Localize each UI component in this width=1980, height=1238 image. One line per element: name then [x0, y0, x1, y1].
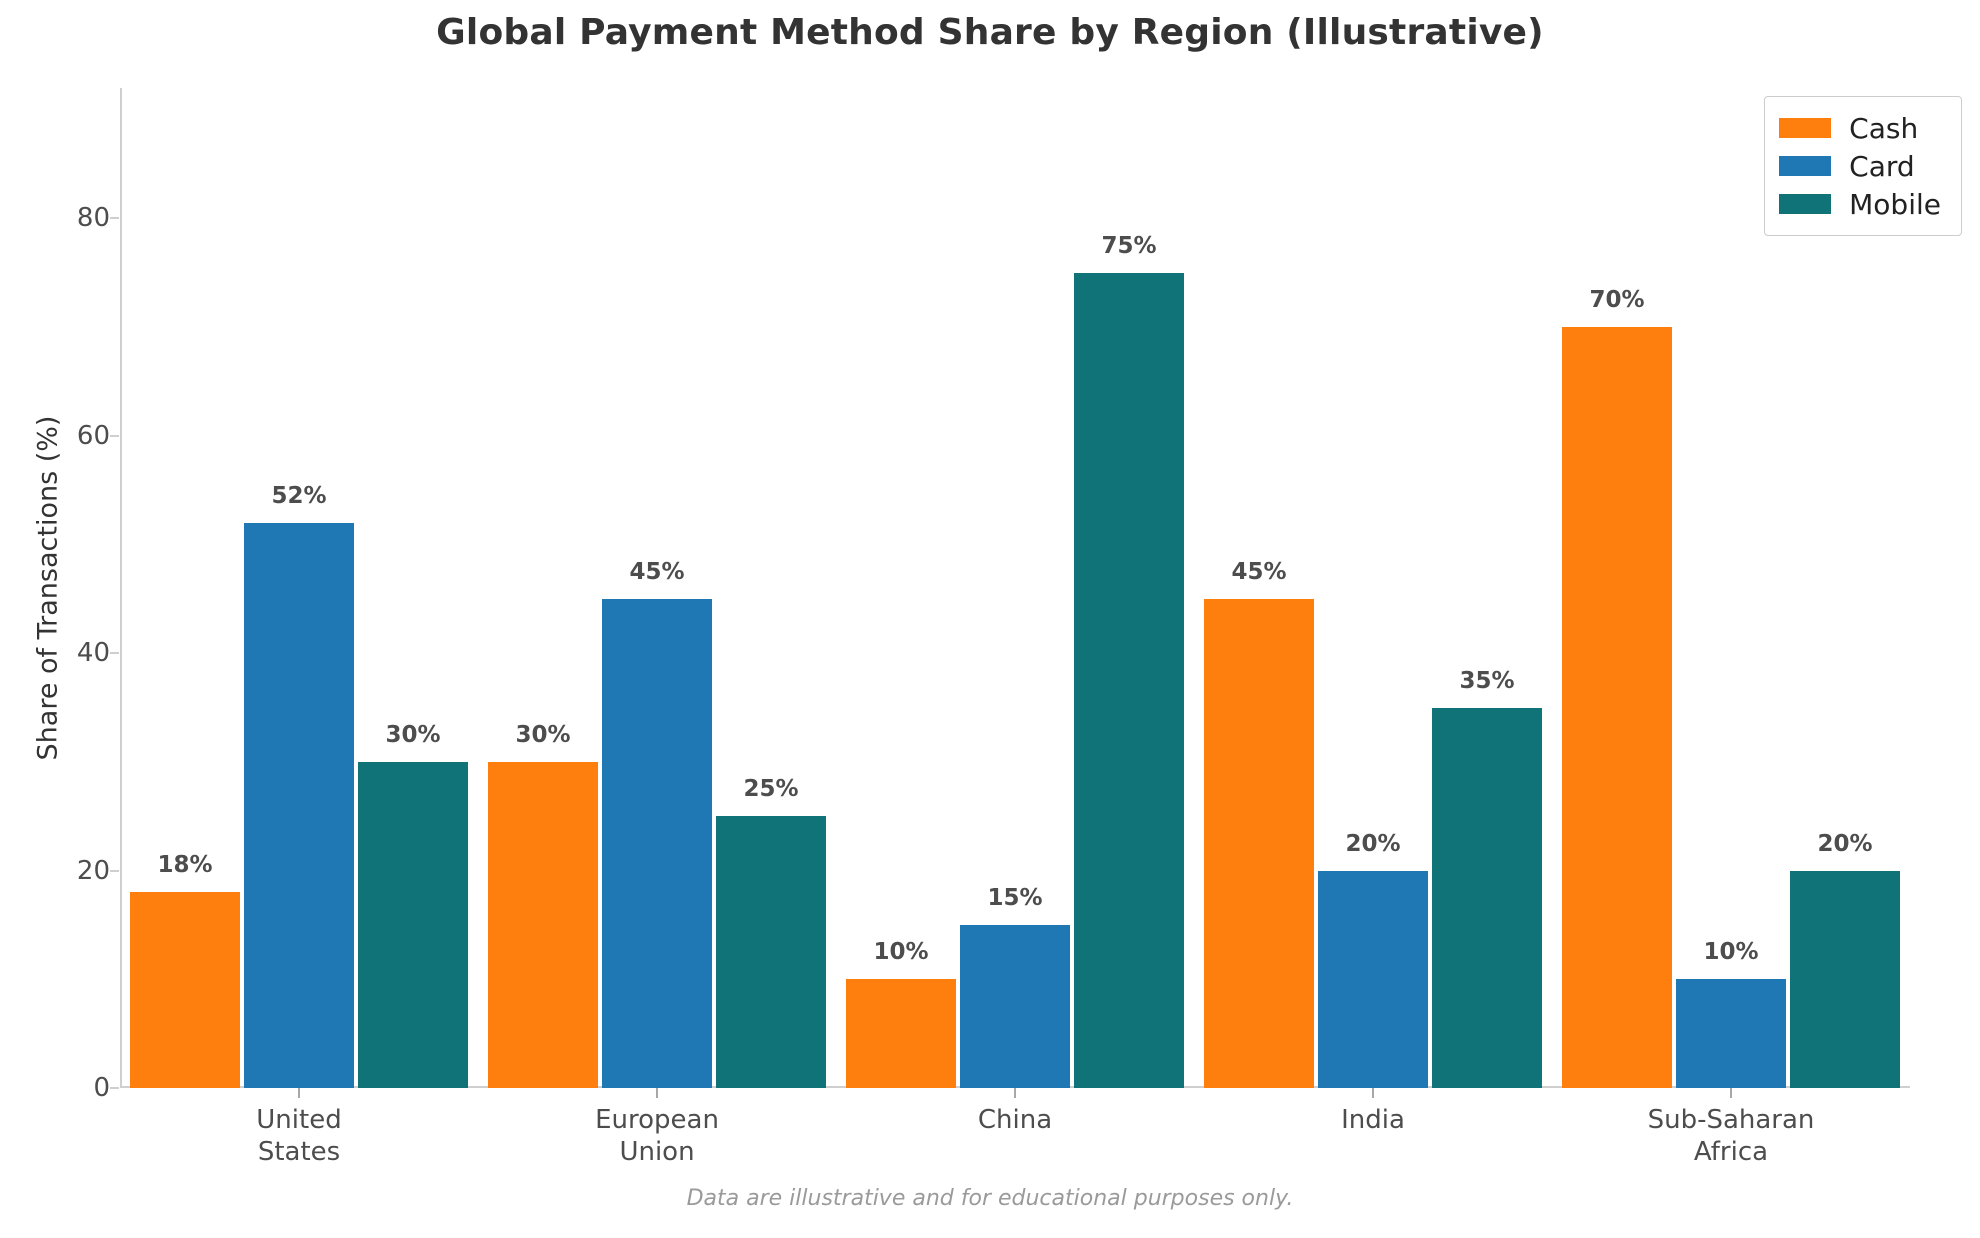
bar-rect[interactable]	[1432, 707, 1542, 1088]
bar-value-label: 25%	[743, 776, 799, 803]
y-tick-label: 80	[76, 203, 110, 234]
bar-value-label: 30%	[515, 721, 571, 748]
x-tick-label-line: Sub-Saharan	[1647, 1105, 1815, 1135]
legend-label: Cash	[1849, 111, 1919, 145]
bar-rect[interactable]	[488, 761, 598, 1088]
y-tick-label: 40	[76, 638, 110, 669]
bar-card-3[interactable]: 20%	[1318, 88, 1428, 1088]
y-tick-mark	[110, 217, 119, 220]
x-tick-mark	[1730, 1088, 1732, 1098]
bar-value-label: 10%	[1703, 939, 1759, 966]
bar-cash-2[interactable]: 10%	[846, 88, 956, 1088]
x-tick-label-line: Africa	[1693, 1137, 1769, 1168]
legend-swatch-icon	[1779, 156, 1832, 176]
x-tick-mark	[298, 1088, 300, 1098]
bar-rect[interactable]	[846, 979, 956, 1088]
legend-label: Mobile	[1849, 187, 1941, 221]
x-tick-label-line: China	[977, 1105, 1053, 1135]
x-tick-label-line: European	[595, 1105, 719, 1135]
bar-value-label: 70%	[1589, 287, 1645, 314]
x-tick-label-line: United	[256, 1105, 342, 1135]
y-tick-label: 20	[76, 855, 110, 886]
x-tick-label-line: States	[257, 1137, 341, 1168]
y-tick-mark	[110, 869, 119, 872]
bar-mobile-3[interactable]: 35%	[1432, 88, 1542, 1088]
chart-footnote: Data are illustrative and for educationa…	[686, 1186, 1294, 1211]
chart-legend[interactable]: Cash Card Mobile	[1764, 96, 1962, 236]
bar-value-label: 18%	[157, 852, 213, 879]
bar-card-0[interactable]: 52%	[244, 88, 354, 1088]
x-tick-label: European Union	[595, 1104, 719, 1168]
y-tick-mark	[110, 1087, 119, 1089]
x-tick-label-line: Union	[619, 1137, 695, 1168]
bar-cash-0[interactable]: 18%	[130, 88, 240, 1088]
bar-card-4[interactable]: 10%	[1676, 88, 1786, 1088]
chart-title: Global Payment Method Share by Region (I…	[436, 12, 1544, 53]
x-tick-label: China	[978, 1104, 1052, 1136]
legend-item-cash[interactable]: Cash	[1779, 109, 1941, 147]
bar-mobile-0[interactable]: 30%	[358, 88, 468, 1088]
bar-mobile-1[interactable]: 25%	[716, 88, 826, 1088]
bar-cash-4[interactable]: 70%	[1562, 88, 1672, 1088]
bar-rect[interactable]	[716, 816, 826, 1088]
bar-card-1[interactable]: 45%	[602, 88, 712, 1088]
bar-value-label: 20%	[1817, 830, 1873, 857]
bar-rect[interactable]	[1204, 598, 1314, 1088]
y-tick-label: 0	[93, 1073, 110, 1103]
x-tick-label: India	[1341, 1104, 1405, 1136]
x-tick-label-line: India	[1341, 1105, 1405, 1135]
y-axis-line	[120, 88, 122, 1088]
bar-mobile-4[interactable]: 20%	[1790, 88, 1900, 1088]
bar-value-label: 30%	[385, 721, 441, 748]
x-tick-mark	[656, 1088, 658, 1098]
x-tick-label: Sub-Saharan Africa	[1648, 1104, 1815, 1168]
x-tick-mark	[1372, 1088, 1374, 1098]
bar-rect[interactable]	[1318, 870, 1428, 1088]
bar-rect[interactable]	[358, 761, 468, 1088]
bar-card-2[interactable]: 15%	[960, 88, 1070, 1088]
bar-value-label: 45%	[629, 558, 685, 585]
bar-value-label: 35%	[1459, 667, 1515, 694]
bar-rect[interactable]	[1562, 327, 1672, 1088]
bar-rect[interactable]	[244, 522, 354, 1088]
y-tick-label: 60	[76, 420, 110, 451]
bar-mobile-2[interactable]: 75%	[1074, 88, 1184, 1088]
bar-rect[interactable]	[960, 924, 1070, 1088]
legend-swatch-icon	[1779, 194, 1832, 214]
bar-value-label: 20%	[1345, 830, 1401, 857]
bar-value-label: 15%	[987, 884, 1043, 911]
x-tick-label: United States	[256, 1104, 341, 1168]
bar-value-label: 45%	[1231, 558, 1287, 585]
y-tick-mark	[110, 434, 119, 437]
bar-cash-3[interactable]: 45%	[1204, 88, 1314, 1088]
y-axis-label: Share of Transactions (%)	[32, 415, 64, 761]
bar-rect[interactable]	[1790, 870, 1900, 1088]
bar-rect[interactable]	[1074, 272, 1184, 1088]
x-tick-mark	[1014, 1088, 1016, 1098]
bar-value-label: 52%	[271, 482, 327, 509]
bar-value-label: 75%	[1101, 232, 1157, 259]
legend-item-card[interactable]: Card	[1779, 147, 1941, 185]
bar-rect[interactable]	[1676, 979, 1786, 1088]
bar-value-label: 10%	[873, 939, 929, 966]
bar-cash-1[interactable]: 30%	[488, 88, 598, 1088]
legend-item-mobile[interactable]: Mobile	[1779, 185, 1941, 223]
plot-area: Share of Transactions (%) 0 20 40 60 80 18% 5…	[33, 88, 1910, 1167]
bar-rect[interactable]	[602, 598, 712, 1088]
legend-label: Card	[1849, 149, 1915, 183]
y-tick-mark	[110, 652, 119, 655]
legend-swatch-icon	[1779, 118, 1832, 138]
bar-rect[interactable]	[130, 892, 240, 1088]
